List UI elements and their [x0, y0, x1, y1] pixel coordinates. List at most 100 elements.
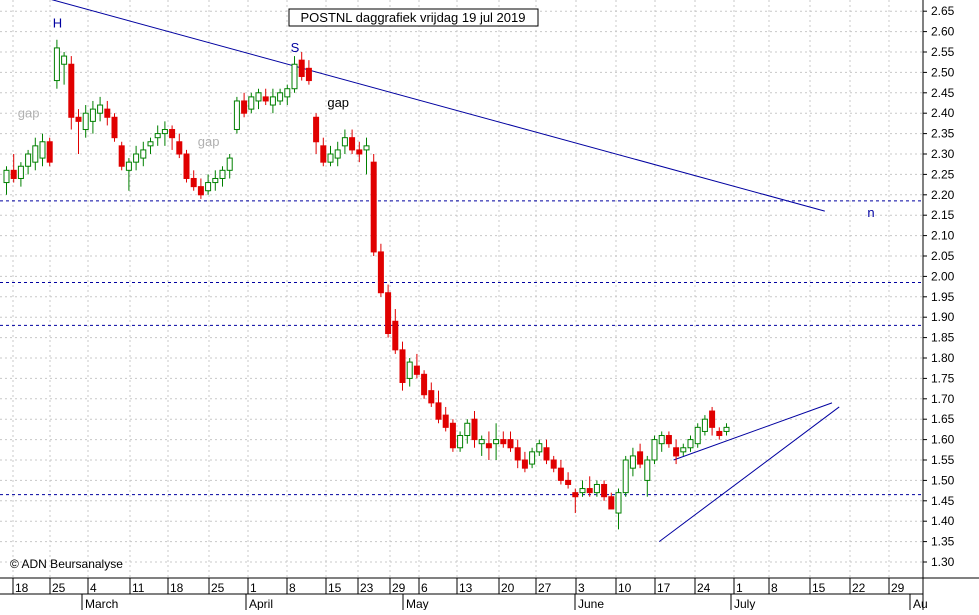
candle	[377, 243, 384, 297]
candle-body	[514, 447, 521, 461]
candle	[500, 431, 507, 448]
candle	[651, 435, 658, 465]
candle	[586, 476, 593, 497]
y-tick-label: 1.85	[931, 331, 955, 345]
candle-body	[385, 292, 392, 335]
candle-body	[550, 459, 557, 469]
candle-body	[327, 153, 334, 163]
candle	[716, 427, 723, 440]
x-tick-label: 15	[812, 581, 826, 595]
candle	[104, 100, 111, 126]
month-label: March	[85, 597, 118, 610]
candle-body	[82, 112, 89, 131]
candle	[694, 423, 701, 448]
candle	[349, 129, 356, 154]
candle	[536, 439, 543, 456]
candle-body	[111, 116, 118, 139]
candle	[593, 480, 600, 497]
x-tick-label: 29	[891, 581, 905, 595]
y-tick-label: 2.35	[931, 127, 955, 141]
candle-body	[478, 439, 485, 445]
candle	[399, 341, 406, 391]
candle-body	[255, 92, 262, 102]
candle	[61, 52, 68, 85]
y-tick-label: 2.05	[931, 249, 955, 263]
candle	[579, 480, 586, 497]
candle-body	[421, 373, 428, 396]
candle-body	[313, 116, 320, 143]
candle-body	[205, 182, 212, 192]
copyright-label: © ADN Beursanalyse	[10, 557, 123, 571]
candle-body	[428, 390, 435, 404]
candle	[39, 133, 46, 167]
candle	[644, 455, 651, 497]
candle-body	[435, 402, 442, 420]
candle	[622, 455, 629, 497]
candle-body	[507, 439, 514, 449]
candle	[565, 472, 572, 489]
candle-body	[298, 59, 305, 77]
x-tick-label: 18	[170, 581, 184, 595]
candle	[154, 125, 161, 146]
candle	[233, 96, 240, 134]
y-tick-label: 2.00	[931, 269, 955, 283]
candle-body	[39, 141, 46, 159]
x-tick-label: 10	[618, 581, 632, 595]
trendline	[51, 0, 825, 212]
y-tick-label: 1.45	[931, 494, 955, 508]
candle	[197, 178, 204, 199]
y-tick-label: 2.45	[931, 86, 955, 100]
candle	[118, 141, 125, 171]
candle	[428, 382, 435, 407]
y-tick-label: 2.30	[931, 147, 955, 161]
y-tick-label: 2.10	[931, 229, 955, 243]
month-label: June	[578, 597, 604, 610]
candle	[385, 284, 392, 338]
candle	[392, 309, 399, 354]
candle-body	[485, 443, 492, 449]
candle	[543, 439, 550, 465]
candle-body	[557, 467, 564, 481]
candle	[255, 88, 262, 110]
candle-body	[716, 430, 723, 437]
x-tick-label: 25	[52, 581, 66, 595]
candle-body	[500, 439, 507, 445]
y-tick-label: 1.80	[931, 351, 955, 365]
x-tick-label: 1	[736, 581, 743, 595]
candle	[665, 431, 672, 448]
candle-body	[665, 435, 672, 445]
candle-body	[341, 137, 348, 147]
candle-body	[89, 108, 96, 122]
y-tick-label: 2.25	[931, 167, 955, 181]
chart-annotation: S	[291, 40, 300, 55]
candle	[341, 129, 348, 154]
y-tick-label: 1.60	[931, 433, 955, 447]
candle	[125, 158, 132, 191]
candle	[601, 480, 608, 501]
candle-body	[579, 488, 586, 494]
x-tick-label: 13	[459, 581, 473, 595]
candle-body	[233, 100, 240, 131]
candle-body	[277, 92, 284, 102]
candle-body	[536, 443, 543, 453]
candle-body	[651, 439, 658, 461]
candle	[25, 149, 32, 175]
candle-body	[629, 455, 636, 469]
y-tick-label: 1.75	[931, 371, 955, 385]
y-tick-label: 1.70	[931, 392, 955, 406]
candle	[673, 439, 680, 465]
candle	[46, 137, 53, 167]
x-tick-label: 11	[132, 581, 145, 595]
candle-body	[608, 496, 615, 510]
candle	[32, 137, 39, 171]
candle-body	[212, 177, 219, 184]
x-tick-label: 8	[289, 581, 296, 595]
candle-body	[392, 320, 399, 351]
candle-body	[471, 418, 478, 441]
candle	[421, 370, 428, 399]
candle	[262, 88, 269, 106]
candle	[248, 92, 255, 114]
x-tick-label: 23	[360, 581, 374, 595]
